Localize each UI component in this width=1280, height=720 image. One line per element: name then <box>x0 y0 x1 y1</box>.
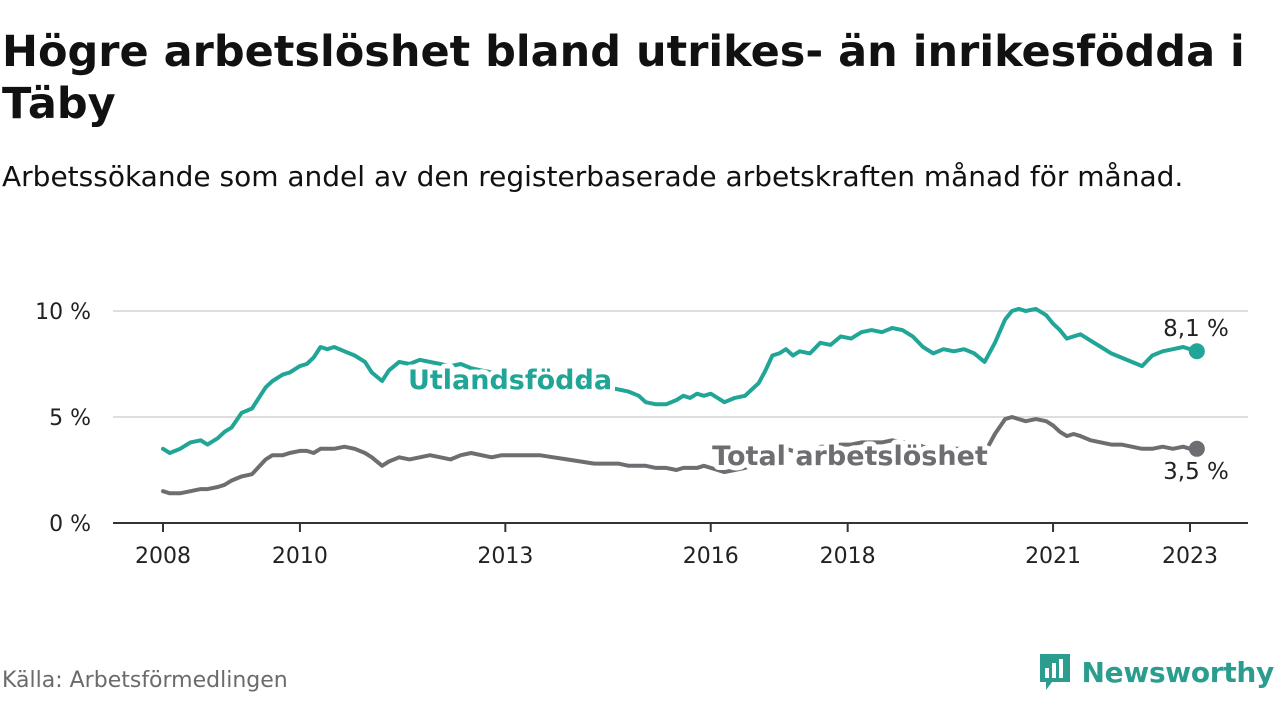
series-end-marker <box>1188 440 1205 457</box>
x-tick-label: 2023 <box>1162 544 1218 569</box>
grid-layer <box>113 310 1248 418</box>
x-tick-label: 2013 <box>477 544 533 569</box>
chart-title: Högre arbetslöshet bland utrikes- än inr… <box>2 27 1245 129</box>
x-tick-label: 2021 <box>1025 544 1081 569</box>
y-tick-label: 0 % <box>49 512 91 537</box>
axis-layer: 0 % 5 % 10 % 2008 2010 2013 2016 2018 2021 2023 <box>35 300 1248 569</box>
x-tick-label: 2016 <box>683 544 739 569</box>
y-tick-label: 10 % <box>35 300 91 325</box>
series-line-utlandsfodda <box>161 306 1199 455</box>
source-note: Källa: Arbetsförmedlingen <box>2 668 288 693</box>
series-end-marker <box>1188 343 1205 360</box>
brand-name: Newsworthy <box>1081 655 1275 689</box>
newsworthy-logo-icon <box>1039 654 1070 690</box>
series-name-label: Utlandsfödda <box>408 365 612 396</box>
label-layer: Utlandsfödda Total arbetslöshet 8,1 % 3,5 % <box>403 316 1229 485</box>
x-tick-label: 2010 <box>272 544 328 569</box>
end-value-label: 3,5 % <box>1163 459 1229 485</box>
y-tick-label: 5 % <box>49 406 91 431</box>
chart-subtitle: Arbetssökande som andel av den registerb… <box>2 160 1184 193</box>
series-name-label: Total arbetslöshet <box>712 441 988 472</box>
x-tick-label: 2018 <box>820 544 876 569</box>
brand-logo: Newsworthy <box>1038 652 1274 692</box>
series-line-total <box>161 415 1199 496</box>
x-tick-label: 2008 <box>135 544 191 569</box>
series-layer <box>161 306 1205 496</box>
end-value-label: 8,1 % <box>1163 316 1229 342</box>
